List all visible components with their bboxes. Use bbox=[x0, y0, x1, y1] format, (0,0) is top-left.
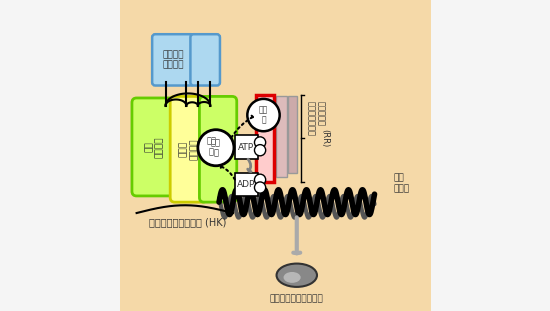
Circle shape bbox=[255, 145, 266, 156]
FancyBboxPatch shape bbox=[234, 135, 258, 159]
Text: (RR): (RR) bbox=[320, 129, 329, 147]
Circle shape bbox=[255, 137, 266, 148]
Circle shape bbox=[248, 99, 279, 131]
Text: リン
酸: リン 酸 bbox=[211, 138, 221, 157]
Text: リン
酸: リン 酸 bbox=[206, 137, 216, 156]
Text: レスポンス
レギュレーター: レスポンス レギュレーター bbox=[306, 101, 326, 136]
FancyBboxPatch shape bbox=[170, 96, 207, 202]
Ellipse shape bbox=[277, 264, 317, 287]
FancyBboxPatch shape bbox=[132, 98, 177, 196]
Text: 対応
遺伝子: 対応 遺伝子 bbox=[393, 174, 409, 193]
Text: ATP: ATP bbox=[238, 143, 254, 151]
Bar bbox=[276, 96, 288, 177]
Circle shape bbox=[198, 130, 234, 166]
FancyBboxPatch shape bbox=[110, 0, 437, 311]
Text: 対応タンパク質の発現: 対応タンパク質の発現 bbox=[270, 295, 323, 304]
FancyBboxPatch shape bbox=[234, 173, 258, 196]
FancyBboxPatch shape bbox=[190, 34, 220, 86]
Text: ADP: ADP bbox=[237, 180, 255, 189]
FancyBboxPatch shape bbox=[200, 96, 236, 202]
Ellipse shape bbox=[284, 272, 301, 283]
Text: リン
酸: リン 酸 bbox=[259, 105, 268, 125]
Text: ヒスチジンキナーゼ (HK): ヒスチジンキナーゼ (HK) bbox=[149, 217, 227, 227]
Bar bbox=[288, 96, 297, 173]
Text: 触媒
ドメイン: 触媒 ドメイン bbox=[145, 136, 164, 158]
Circle shape bbox=[255, 182, 266, 193]
Text: センサー
ドメイン: センサー ドメイン bbox=[162, 50, 184, 69]
Text: 二量化
ドメイン: 二量化 ドメイン bbox=[179, 138, 199, 160]
FancyBboxPatch shape bbox=[152, 34, 194, 86]
FancyBboxPatch shape bbox=[256, 95, 274, 182]
Circle shape bbox=[255, 174, 266, 185]
